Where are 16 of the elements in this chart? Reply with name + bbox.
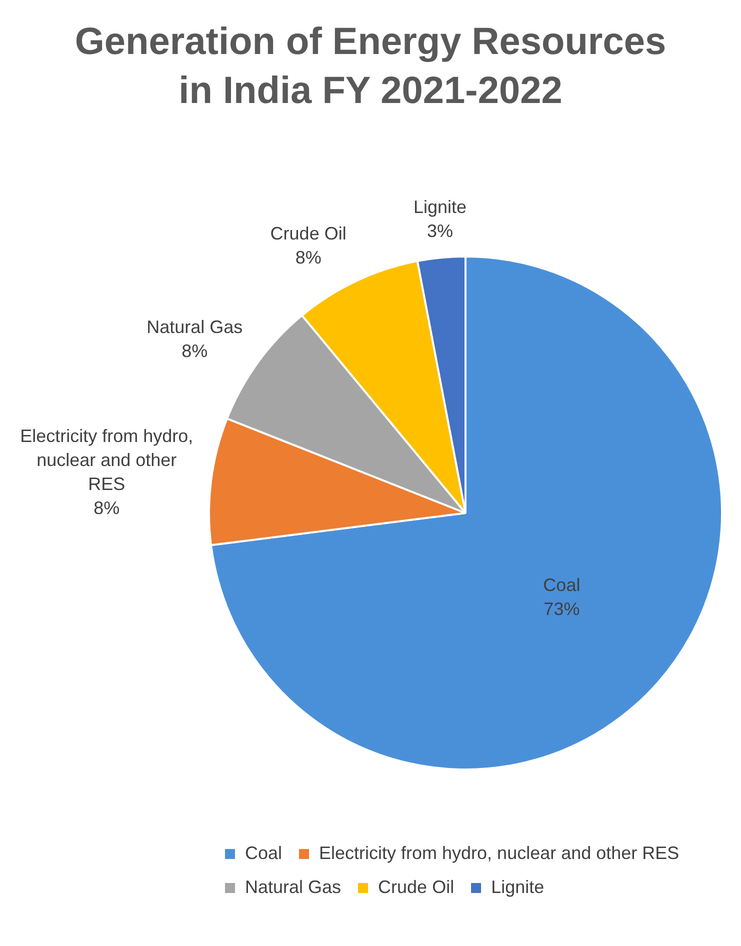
data-label: 73%: [544, 598, 580, 619]
legend-label: Lignite: [491, 876, 544, 897]
data-label: 8%: [94, 498, 120, 518]
slice-label: Coal: [543, 574, 580, 595]
data-label: 8%: [295, 247, 322, 268]
chart-title: Generation of Energy Resources in India FY 2021-2022: [74, 20, 668, 114]
legend-label: Natural Gas: [245, 876, 342, 897]
legend-label: Electricity from hydro, nuclear and other RES: [319, 842, 680, 863]
legend-label: Coal: [245, 842, 282, 863]
slice-label: Crude Oil: [270, 223, 346, 244]
slice-label: Electricity from hydro, nuclear and other RES: [20, 426, 194, 494]
data-label: 3%: [427, 220, 454, 241]
legend-label: Crude Oil: [378, 876, 454, 897]
data-label: 8%: [182, 340, 208, 361]
slice-label: Natural Gas: [146, 316, 243, 337]
slice-label: Lignite: [414, 196, 467, 217]
